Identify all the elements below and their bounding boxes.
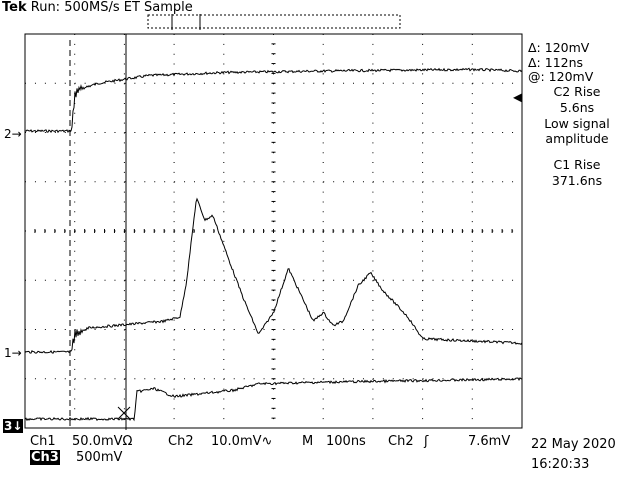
readout-delta-t: Δ: 112ns — [528, 55, 584, 70]
ch1-ground-marker: 1→ — [4, 346, 22, 360]
trace-ch1 — [24, 197, 523, 354]
trigger-level: 7.6mV — [468, 434, 511, 449]
ch3-label: Ch3 — [30, 450, 60, 465]
m1-note2: amplitude — [545, 131, 609, 146]
readout-delta-v: Δ: 120mV — [528, 40, 590, 55]
ch3-ground-marker: 3↓ — [3, 419, 24, 433]
time-label: M — [302, 434, 314, 449]
trigger-slope-icon: ʃ — [424, 434, 429, 449]
clock-time: 16:20:33 — [531, 457, 590, 472]
ch1-label: Ch1 — [30, 434, 56, 449]
status: Run: 500MS/s ET Sample — [30, 0, 193, 15]
trace-ch3 — [24, 377, 523, 422]
ch2-label: Ch2 — [168, 434, 194, 449]
m1-note1: Low signal — [544, 116, 610, 131]
ch2-ground-marker: 2→ — [4, 127, 22, 141]
m2-title: C1 Rise — [553, 157, 601, 172]
graticule — [24, 33, 523, 429]
record-bar — [147, 14, 401, 30]
readout-at-v: @: 120mV — [528, 69, 594, 84]
trigger-source: Ch2 — [388, 434, 414, 449]
time-scale: 100ns — [326, 434, 366, 449]
ch1-scale: 50.0mVΩ — [72, 434, 133, 449]
trace-ch2 — [24, 67, 523, 134]
ch2-scale: 10.0mV∿ — [211, 434, 273, 449]
brand: Tek — [2, 0, 27, 15]
trigger-level-marker: ◀ — [513, 90, 523, 104]
m1-title: C2 Rise — [553, 84, 601, 99]
cursors — [69, 34, 127, 430]
header: Tek Run: 500MS/s ET Sample — [2, 0, 193, 15]
date: 22 May 2020 — [531, 437, 616, 452]
m2-value: 371.6ns — [551, 173, 603, 188]
trigger-x-marker — [117, 406, 131, 420]
m1-value: 5.6ns — [559, 100, 595, 115]
ch3-scale: 500mV — [76, 450, 123, 465]
traces — [24, 67, 523, 422]
